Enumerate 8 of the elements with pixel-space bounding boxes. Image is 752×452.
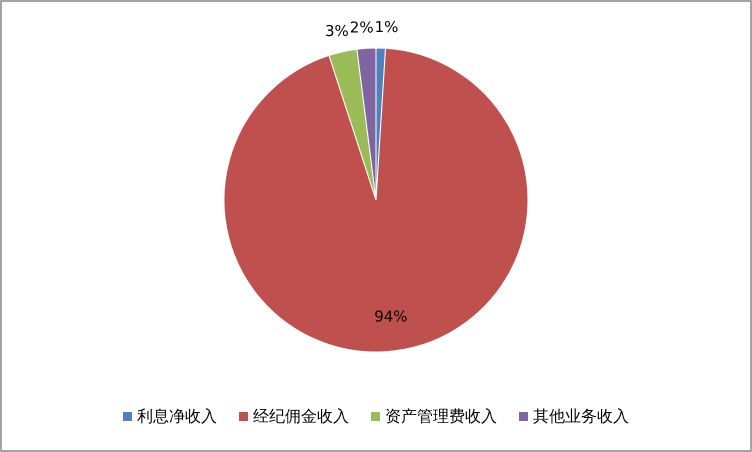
legend-label: 资产管理费收入: [385, 406, 497, 426]
data-label: 3%: [325, 22, 349, 40]
legend-label: 其他业务收入: [533, 406, 629, 426]
legend-label: 经纪佣金收入: [253, 406, 349, 426]
legend-label: 利息净收入: [137, 406, 217, 426]
data-label: 1%: [374, 18, 398, 36]
data-label: 2%: [350, 18, 374, 36]
data-label: 94%: [374, 308, 408, 326]
